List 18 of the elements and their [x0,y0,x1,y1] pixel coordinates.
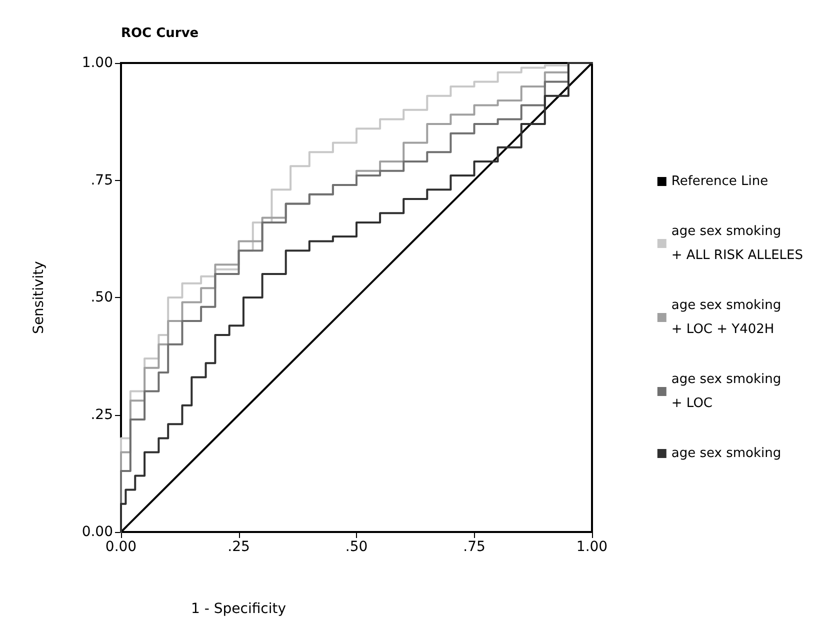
legend-label: age sex smoking + LOC [671,372,782,411]
y-tick-label: .75 [90,172,113,188]
legend-label: age sex smoking + ALL RISK ALLELES [671,224,804,263]
y-tick-label: .25 [90,406,113,423]
y-axis-title: Sensitivity [31,261,47,334]
y-tick-label: .50 [90,290,113,306]
x-tick-label: 0.00 [105,539,137,555]
x-tick-label: 1.00 [576,539,608,555]
y-tick-label: 0.00 [82,524,113,540]
x-tick-label: .25 [228,539,250,555]
y-tick-label: 1.00 [82,55,113,71]
x-tick-label: .50 [345,539,368,555]
legend-label: age sex smoking [671,446,782,461]
x-tick-label: .75 [463,539,486,555]
x-axis-title: 1 - Specificity [191,601,286,617]
chart-title: ROC Curve [121,26,199,41]
legend-label: Reference Line [671,174,768,189]
legend-label: age sex smoking + LOC + Y402H [671,298,782,337]
